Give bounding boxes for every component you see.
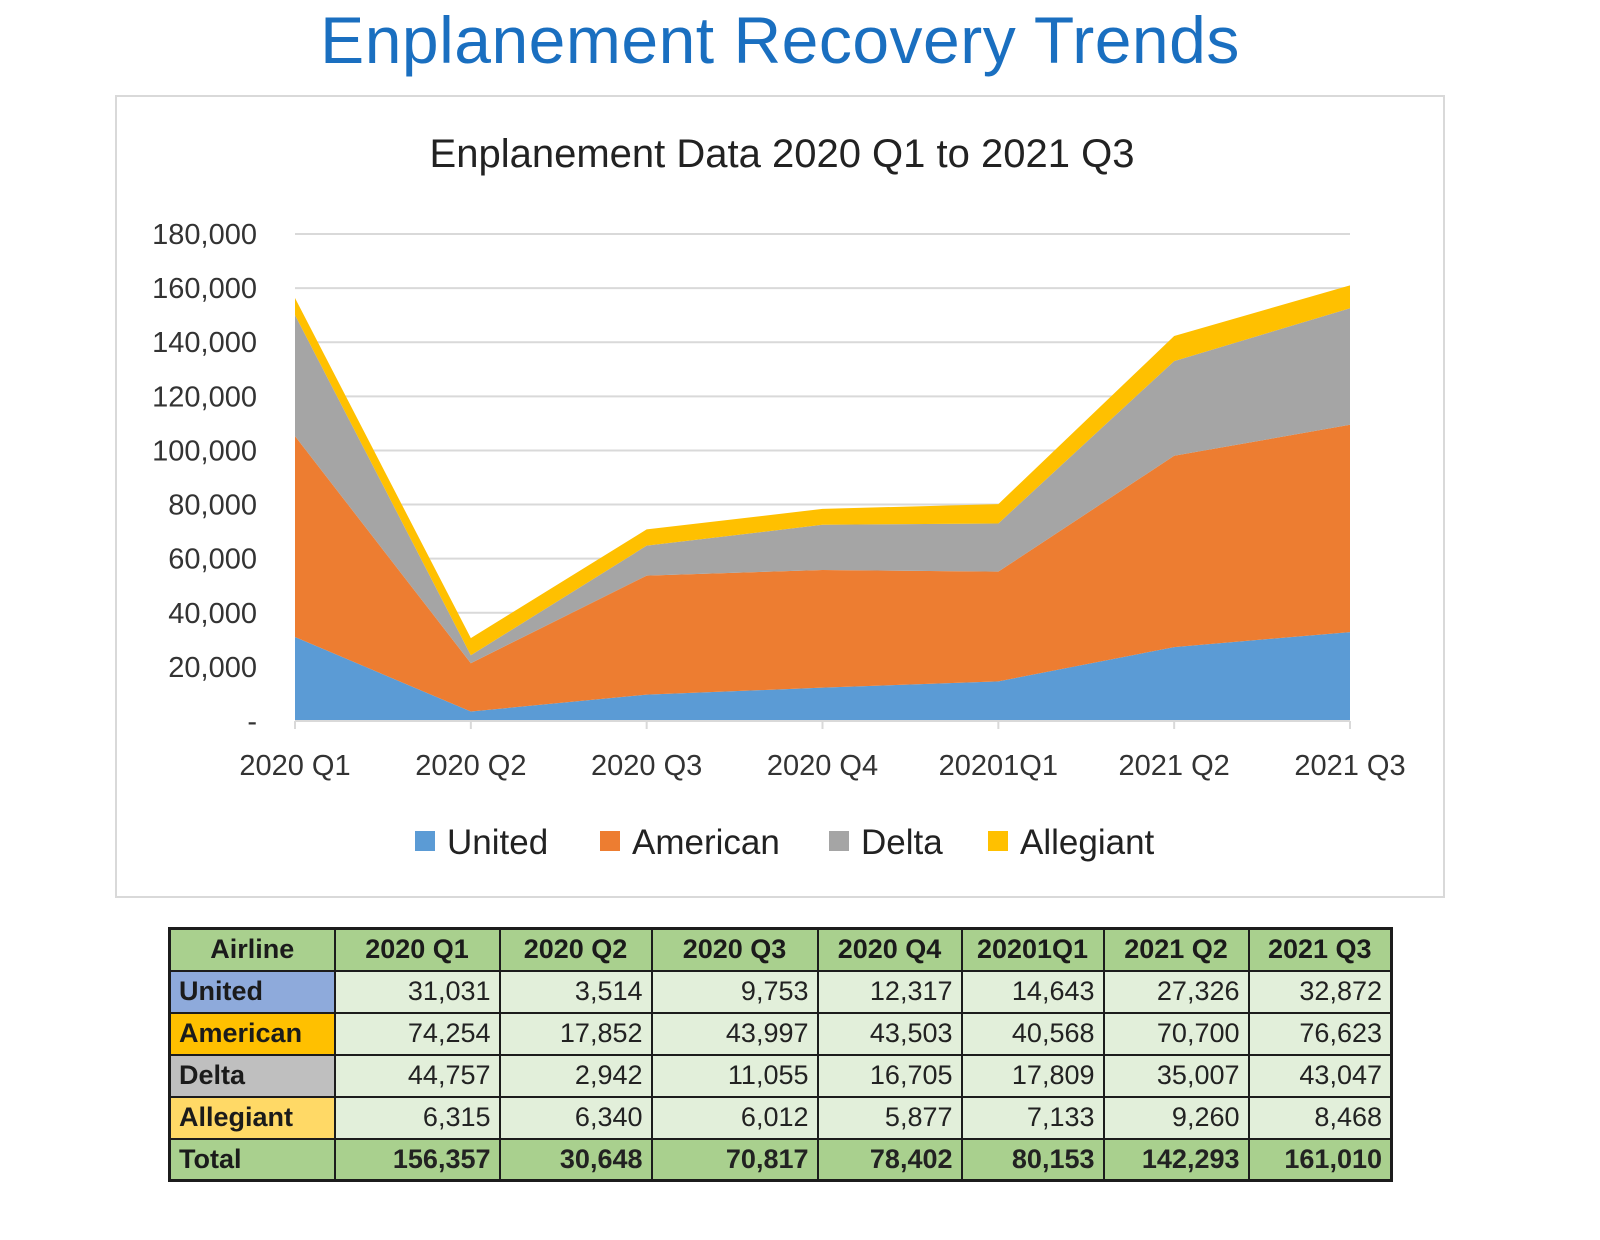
table-cell: 27,326 (1102, 969, 1250, 1014)
table-cell: 5,877 (816, 1095, 963, 1140)
table-cell: 17,809 (960, 1053, 1105, 1098)
header-cell: Airline (168, 927, 336, 972)
row-label: Total (168, 1137, 336, 1182)
y-tick-label: 60,000 (168, 544, 257, 576)
table-cell: 8,468 (1247, 1095, 1393, 1140)
table-cell: 80,153 (960, 1137, 1105, 1182)
y-tick-label: 80,000 (168, 490, 257, 522)
chart-title: Enplanement Data 2020 Q1 to 2021 Q3 (430, 132, 1135, 176)
header-cell: 2020 Q3 (650, 927, 819, 972)
table-cell: 9,260 (1102, 1095, 1250, 1140)
table-cell: 17,852 (498, 1011, 653, 1056)
table-cell: 43,503 (816, 1011, 963, 1056)
table-header-row: Airline 2020 Q1 2020 Q2 2020 Q3 2020 Q4 … (168, 927, 1393, 972)
row-label: Delta (168, 1053, 336, 1098)
y-tick-label: 160,000 (152, 273, 257, 305)
table-cell: 43,997 (650, 1011, 819, 1056)
area-series-allegiant (295, 285, 1350, 656)
legend-swatch-allegiant (988, 831, 1008, 851)
chart-container: Enplanement Data 2020 Q1 to 2021 Q3 - 20,… (115, 95, 1445, 898)
table-cell: 16,705 (816, 1053, 963, 1098)
row-label: United (168, 969, 336, 1014)
table-cell: 12,317 (816, 969, 963, 1014)
row-label: American (168, 1011, 336, 1056)
header-cell: 2020 Q1 (333, 927, 501, 972)
x-tick-label: 20201Q1 (939, 750, 1058, 782)
table-cell: 31,031 (333, 969, 501, 1014)
y-tick-label: - (247, 706, 257, 738)
table-cell: 74,254 (333, 1011, 501, 1056)
table-cell: 156,357 (333, 1137, 501, 1182)
header-cell: 20201Q1 (960, 927, 1105, 972)
table-cell: 30,648 (498, 1137, 653, 1182)
table-cell: 40,568 (960, 1011, 1105, 1056)
table-cell: 14,643 (960, 969, 1105, 1014)
area-series-delta (295, 308, 1350, 664)
legend-label: United (447, 823, 548, 862)
row-label: Allegiant (168, 1095, 336, 1140)
table-cell: 76,623 (1247, 1011, 1393, 1056)
table-row: United 31,031 3,514 9,753 12,317 14,643 27,326… (168, 969, 1393, 1014)
y-tick-label: 180,000 (152, 219, 257, 251)
table-cell: 2,942 (498, 1053, 653, 1098)
legend-label: Delta (861, 823, 943, 862)
y-tick-label: 40,000 (168, 598, 257, 630)
legend-swatch-delta (829, 831, 849, 851)
table-cell: 43,047 (1247, 1053, 1393, 1098)
table-cell: 35,007 (1102, 1053, 1250, 1098)
table-cell: 11,055 (650, 1053, 819, 1098)
x-tick-label: 2021 Q3 (1294, 750, 1405, 782)
area-series-american (295, 424, 1350, 712)
table-row: Delta 44,757 2,942 11,055 16,705 17,809 35,007… (168, 1053, 1393, 1098)
area-chart: Enplanement Data 2020 Q1 to 2021 Q3 - 20,… (152, 132, 1405, 862)
table-cell: 32,872 (1247, 969, 1393, 1014)
y-tick-label: 100,000 (152, 435, 257, 467)
y-tick-label: 140,000 (152, 327, 257, 359)
header-cell: 2021 Q3 (1247, 927, 1393, 972)
table-cell: 6,012 (650, 1095, 819, 1140)
table-cell: 78,402 (816, 1137, 963, 1182)
table-cell: 161,010 (1247, 1137, 1393, 1182)
legend-label: Allegiant (1020, 823, 1155, 862)
x-tick-label: 2020 Q3 (591, 750, 702, 782)
legend-swatch-american (600, 831, 620, 851)
y-tick-label: 20,000 (168, 652, 257, 684)
table-cell: 6,340 (498, 1095, 653, 1140)
table-cell: 70,700 (1102, 1011, 1250, 1056)
table-cell: 70,817 (650, 1137, 819, 1182)
enplanement-table: Airline 2020 Q1 2020 Q2 2020 Q3 2020 Q4 … (168, 927, 1393, 1182)
y-tick-label: 120,000 (152, 381, 257, 413)
header-cell: 2021 Q2 (1102, 927, 1250, 972)
table-cell: 6,315 (333, 1095, 501, 1140)
x-tick-label: 2020 Q4 (767, 750, 878, 782)
x-tick-label: 2021 Q2 (1119, 750, 1230, 782)
legend-swatch-united (415, 831, 435, 851)
legend-label: American (632, 823, 780, 862)
table-cell: 9,753 (650, 969, 819, 1014)
header-cell: 2020 Q2 (498, 927, 653, 972)
header-cell: 2020 Q4 (816, 927, 963, 972)
table-cell: 142,293 (1102, 1137, 1250, 1182)
x-tick-label: 2020 Q2 (415, 750, 526, 782)
table-total-row: Total 156,357 30,648 70,817 78,402 80,153 142,… (168, 1137, 1393, 1182)
table-cell: 3,514 (498, 969, 653, 1014)
table-row: Allegiant 6,315 6,340 6,012 5,877 7,133 9,260 8… (168, 1095, 1393, 1140)
page-title: Enplanement Recovery Trends (320, 3, 1240, 77)
table-cell: 44,757 (333, 1053, 501, 1098)
area-series-united (295, 632, 1350, 721)
x-tick-label: 2020 Q1 (239, 750, 350, 782)
table-cell: 7,133 (960, 1095, 1105, 1140)
table-row: American 74,254 17,852 43,997 43,503 40,568 70… (168, 1011, 1393, 1056)
